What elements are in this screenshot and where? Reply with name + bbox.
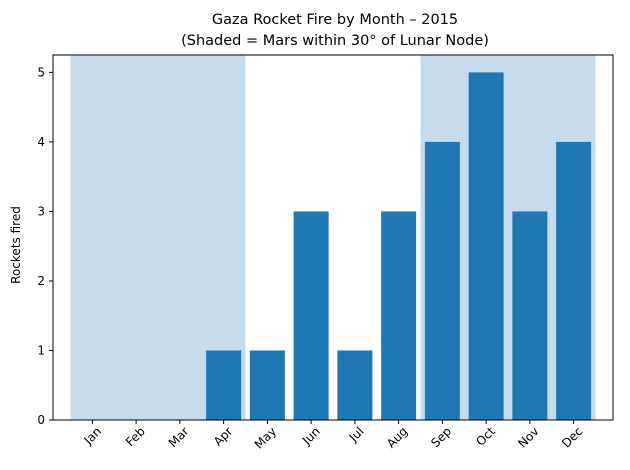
y-tick-label: 3 xyxy=(37,204,45,218)
x-tick-label: Jan xyxy=(80,424,104,448)
bar-may xyxy=(249,350,285,420)
y-tick-label: 0 xyxy=(37,413,45,427)
x-tick-label: Sep xyxy=(428,424,454,450)
bar-apr xyxy=(206,350,242,420)
bar-oct xyxy=(468,72,504,420)
x-tick-label: Dec xyxy=(559,424,585,450)
y-axis-label: Rockets fired xyxy=(9,206,23,284)
chart-subtitle: (Shaded = Mars within 30° of Lunar Node) xyxy=(181,33,489,49)
x-tick-label: Jul xyxy=(346,424,367,445)
y-tick-label: 5 xyxy=(37,65,45,79)
bar-aug xyxy=(381,211,417,420)
y-tick-label: 1 xyxy=(37,343,45,357)
x-tick-label: Aug xyxy=(384,424,410,450)
x-tick-label: Oct xyxy=(473,424,498,449)
y-tick-label: 2 xyxy=(37,274,45,288)
bar-sep xyxy=(424,141,460,420)
bars xyxy=(206,72,592,420)
x-axis-ticks: Jan Feb Mar Apr May Jun Jul Aug Sep Oct Nov Dec xyxy=(80,420,585,452)
y-tick-label: 4 xyxy=(37,135,45,149)
x-tick-label: Nov xyxy=(515,424,541,450)
chart-title: Gaza Rocket Fire by Month – 2015 xyxy=(212,12,458,28)
bar-jul xyxy=(337,350,373,420)
bar-jun xyxy=(293,211,329,420)
x-tick-label: Jun xyxy=(299,424,323,448)
bar-dec xyxy=(556,141,592,420)
x-tick-label: Feb xyxy=(123,424,148,449)
plot-frame xyxy=(52,54,614,421)
x-tick-label: May xyxy=(252,424,279,451)
y-axis-ticks: 0 1 2 3 4 5 xyxy=(37,65,53,427)
bar-nov xyxy=(512,211,548,420)
x-tick-label: Mar xyxy=(166,424,192,450)
x-tick-label: Apr xyxy=(211,424,236,449)
